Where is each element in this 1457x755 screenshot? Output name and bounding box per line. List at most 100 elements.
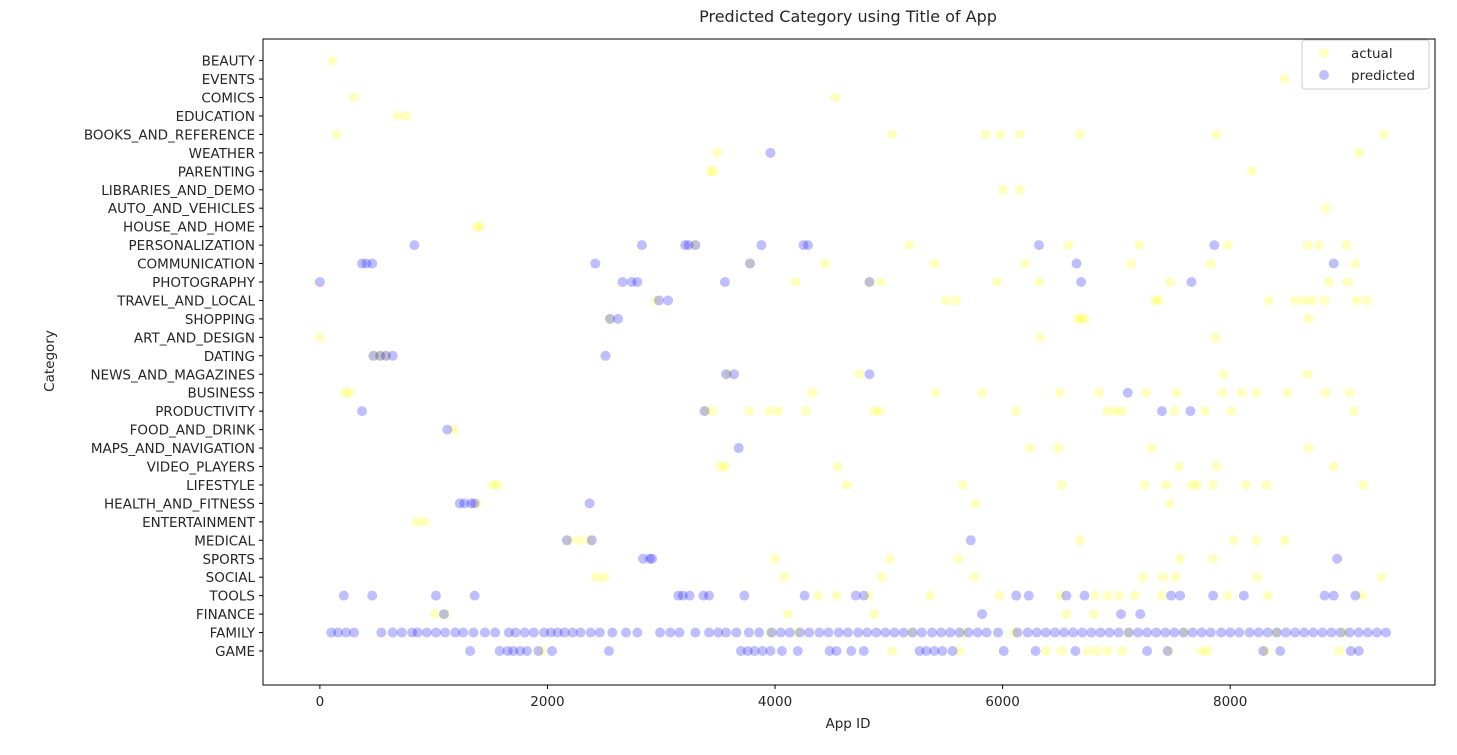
data-point-predicted	[945, 627, 956, 638]
data-point-actual	[1218, 369, 1229, 380]
legend-label-predicted: predicted	[1351, 68, 1415, 84]
data-point-actual	[940, 295, 951, 306]
data-point-actual	[1260, 646, 1271, 656]
data-point-predicted	[1317, 627, 1328, 638]
data-point-predicted	[898, 627, 909, 638]
data-point-actual	[1192, 479, 1203, 490]
data-point-actual	[980, 129, 991, 140]
data-point-predicted	[965, 535, 976, 546]
data-point-predicted	[547, 646, 558, 656]
data-point-predicted	[823, 627, 834, 638]
data-point-actual	[650, 295, 661, 306]
data-point-predicted	[632, 627, 643, 638]
data-point-actual	[1252, 572, 1263, 583]
data-point-predicted	[603, 646, 614, 656]
data-point-actual	[1241, 479, 1252, 490]
data-point-actual	[1246, 166, 1257, 177]
data-point-actual	[1186, 479, 1197, 490]
data-point-actual	[875, 277, 886, 287]
data-point-actual	[929, 258, 940, 269]
data-point-actual	[380, 350, 391, 361]
data-point-predicted	[1104, 627, 1115, 638]
data-point-predicted	[749, 646, 760, 656]
y-tick-label: TRAVEL_AND_LOCAL	[116, 293, 255, 309]
data-point-predicted	[1258, 646, 1269, 656]
data-point-actual	[1175, 553, 1186, 564]
series-actual	[314, 55, 1389, 656]
y-tick-label: TOOLS	[208, 589, 255, 605]
data-point-actual	[1161, 479, 1172, 490]
data-point-predicted	[721, 627, 732, 638]
data-point-predicted	[1095, 627, 1106, 638]
data-point-predicted	[880, 627, 891, 638]
data-point-actual	[700, 406, 711, 417]
data-point-predicted	[683, 240, 694, 251]
data-point-predicted	[831, 646, 842, 656]
data-point-actual	[997, 184, 1008, 195]
data-point-predicted	[430, 627, 441, 638]
data-point-predicted	[586, 535, 597, 546]
data-point-actual	[995, 129, 1006, 140]
data-point-actual	[1361, 295, 1372, 306]
data-point-actual	[1158, 572, 1169, 583]
data-point-actual	[953, 553, 964, 564]
data-point-predicted	[1135, 609, 1146, 620]
data-point-predicted	[739, 590, 750, 601]
data-point-predicted	[1070, 646, 1081, 656]
data-point-actual	[344, 387, 355, 398]
data-point-actual	[1164, 277, 1175, 287]
data-point-predicted	[921, 646, 932, 656]
data-point-predicted	[375, 350, 386, 361]
data-point-predicted	[567, 627, 578, 638]
data-point-actual	[1079, 313, 1090, 324]
data-point-actual	[994, 590, 1005, 601]
data-point-predicted	[914, 646, 925, 656]
data-point-actual	[1320, 387, 1331, 398]
data-point-actual	[719, 461, 730, 472]
data-point-predicted	[1328, 590, 1339, 601]
data-point-actual	[369, 350, 380, 361]
data-point-predicted	[889, 627, 900, 638]
chart-title: Predicted Category using Title of App	[699, 7, 997, 26]
y-tick-label: FINANCE	[196, 607, 255, 623]
data-point-actual	[1024, 443, 1035, 454]
data-point-predicted	[1076, 277, 1087, 287]
data-point-actual	[1341, 240, 1352, 251]
data-point-predicted	[1225, 627, 1236, 638]
data-point-predicted	[775, 627, 786, 638]
x-tick-label: 0	[316, 694, 325, 710]
data-point-actual	[1344, 387, 1355, 398]
y-tick-label: MEDICAL	[194, 533, 255, 549]
data-point-predicted	[803, 240, 814, 251]
data-point-actual	[1055, 590, 1066, 601]
data-point-actual	[1222, 240, 1233, 251]
data-point-actual	[1299, 295, 1310, 306]
y-tick-label: ART_AND_DESIGN	[134, 330, 255, 346]
data-point-predicted	[1023, 590, 1034, 601]
data-point-actual	[705, 166, 716, 177]
data-point-actual	[1170, 572, 1181, 583]
data-point-predicted	[356, 406, 367, 417]
data-point-predicted	[1166, 590, 1177, 601]
data-point-predicted	[704, 627, 715, 638]
data-point-actual	[1222, 590, 1233, 601]
data-point-predicted	[731, 627, 742, 638]
data-point-actual	[854, 369, 865, 380]
data-point-predicted	[333, 627, 344, 638]
data-point-actual	[1163, 646, 1174, 656]
data-point-actual	[765, 627, 776, 638]
data-point-actual	[1251, 535, 1262, 546]
data-point-predicted	[341, 627, 352, 638]
data-point-actual	[887, 646, 898, 656]
data-point-actual	[690, 240, 701, 251]
data-point-actual	[1122, 627, 1133, 638]
data-point-predicted	[607, 627, 618, 638]
data-point-actual	[1169, 406, 1180, 417]
data-point-predicted	[1049, 627, 1060, 638]
y-tick-label: FOOD_AND_DRINK	[130, 423, 256, 439]
data-point-predicted	[539, 627, 550, 638]
data-point-predicted	[387, 627, 398, 638]
y-tick-label: COMICS	[201, 91, 255, 107]
data-point-actual	[1351, 295, 1362, 306]
data-point-actual	[1307, 295, 1318, 306]
